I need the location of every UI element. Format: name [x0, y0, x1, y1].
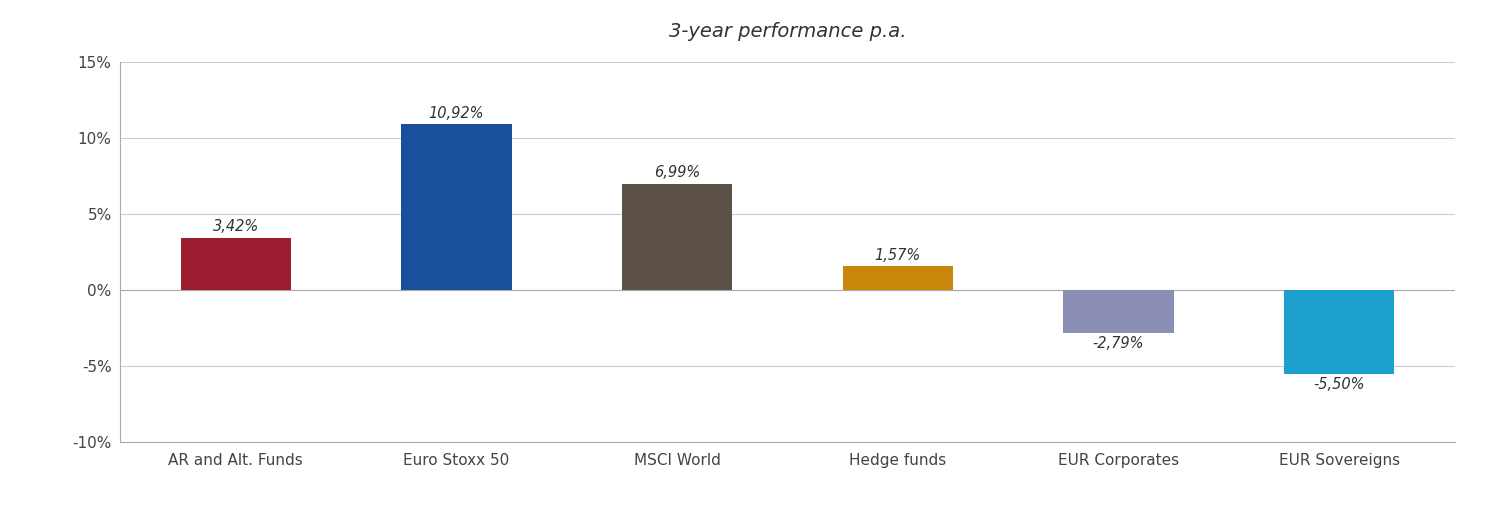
Text: 1,57%: 1,57%: [874, 248, 921, 263]
Text: -2,79%: -2,79%: [1092, 336, 1144, 352]
Bar: [622, 184, 732, 290]
Bar: [1064, 290, 1173, 332]
Text: 6,99%: 6,99%: [654, 165, 700, 180]
Bar: [843, 266, 952, 290]
Text: 3,42%: 3,42%: [213, 219, 260, 235]
Title: 3-year performance p.a.: 3-year performance p.a.: [669, 22, 906, 42]
Text: -5,50%: -5,50%: [1314, 378, 1365, 393]
Bar: [402, 124, 512, 290]
Text: 10,92%: 10,92%: [429, 106, 484, 121]
Bar: [180, 238, 291, 290]
Bar: [1284, 290, 1395, 374]
